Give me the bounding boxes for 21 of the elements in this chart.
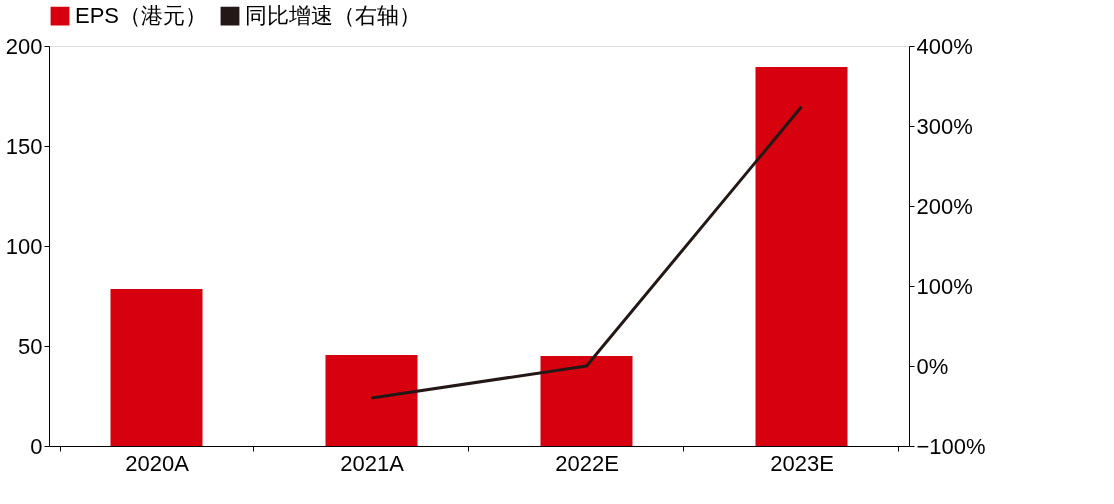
- y2-tick-label: 100%: [916, 273, 973, 299]
- y2-tick-label: 200%: [916, 193, 973, 219]
- x-tick-label: 2021A: [340, 450, 405, 476]
- y-tick-label: 0: [30, 433, 43, 459]
- x-tick-label: 2020A: [125, 450, 190, 476]
- y2-tick-label: 400%: [916, 33, 973, 59]
- x-tick-label: 2023E: [770, 450, 834, 476]
- y-tick-label: 100: [5, 233, 43, 259]
- bar: [540, 356, 633, 446]
- y-tick-label: 50: [18, 333, 43, 359]
- bar: [110, 289, 203, 446]
- legend-label: 同比增速（右轴）: [245, 3, 421, 29]
- bar: [325, 355, 418, 446]
- y-tick-label: 150: [5, 133, 43, 159]
- bar: [755, 67, 848, 446]
- y2-tick-label: 300%: [916, 113, 973, 139]
- legend-label: EPS（港元）: [75, 3, 208, 29]
- y2-tick-label: 0%: [916, 353, 949, 379]
- y-tick-label: 200: [5, 33, 43, 59]
- x-tick-label: 2022E: [555, 450, 619, 476]
- y2-tick-label: −100%: [916, 433, 986, 459]
